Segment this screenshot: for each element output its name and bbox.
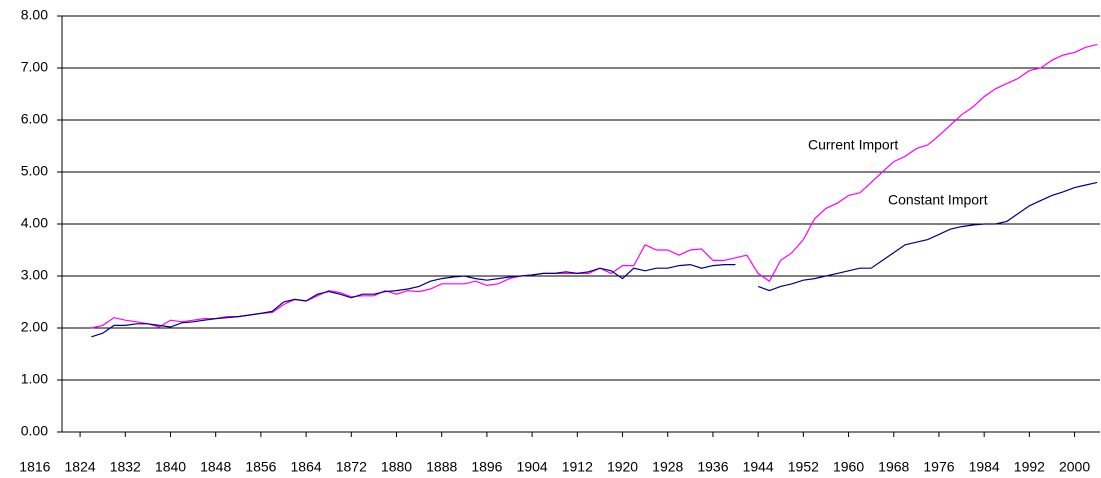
x-tick-label: 1872 <box>336 459 367 475</box>
y-tick-label: 5.00 <box>21 163 48 179</box>
x-tick-label: 1928 <box>652 459 683 475</box>
x-tick-label: 1880 <box>381 459 412 475</box>
x-tick-label: 1864 <box>291 459 322 475</box>
x-tick-label: 1936 <box>697 459 728 475</box>
x-tick-label: 2000 <box>1059 459 1090 475</box>
x-tick-label: 1960 <box>833 459 864 475</box>
y-tick-label: 3.00 <box>21 267 48 283</box>
y-tick-label: 8.00 <box>21 7 48 23</box>
x-tick-label: 1848 <box>200 459 231 475</box>
x-tick-label: 1976 <box>923 459 954 475</box>
series-label: Constant Import <box>888 192 988 208</box>
x-tick-label: 1816 <box>19 459 50 475</box>
series-line <box>757 181 1098 292</box>
x-tick-label: 1888 <box>426 459 457 475</box>
x-tick-label: 1896 <box>471 459 502 475</box>
x-tick-label: 1984 <box>969 459 1000 475</box>
y-tick-label: 4.00 <box>21 215 48 231</box>
series-line <box>91 44 1098 329</box>
x-tick-label: 1944 <box>743 459 774 475</box>
series-line <box>91 263 736 338</box>
series-label: Current Import <box>808 137 898 153</box>
y-tick-label: 6.00 <box>21 111 48 127</box>
y-tick-label: 2.00 <box>21 319 48 335</box>
x-tick-label: 1824 <box>65 459 96 475</box>
y-tick-label: 0.00 <box>21 423 48 439</box>
x-tick-label: 1952 <box>788 459 819 475</box>
x-tick-label: 1904 <box>517 459 548 475</box>
x-tick-label: 1912 <box>562 459 593 475</box>
y-tick-label: 7.00 <box>21 59 48 75</box>
y-tick-label: 1.00 <box>21 371 48 387</box>
x-tick-label: 1856 <box>245 459 276 475</box>
x-tick-label: 1832 <box>110 459 141 475</box>
x-tick-label: 1992 <box>1014 459 1045 475</box>
x-tick-label: 1920 <box>607 459 638 475</box>
x-tick-label: 1968 <box>878 459 909 475</box>
x-tick-label: 1840 <box>155 459 186 475</box>
